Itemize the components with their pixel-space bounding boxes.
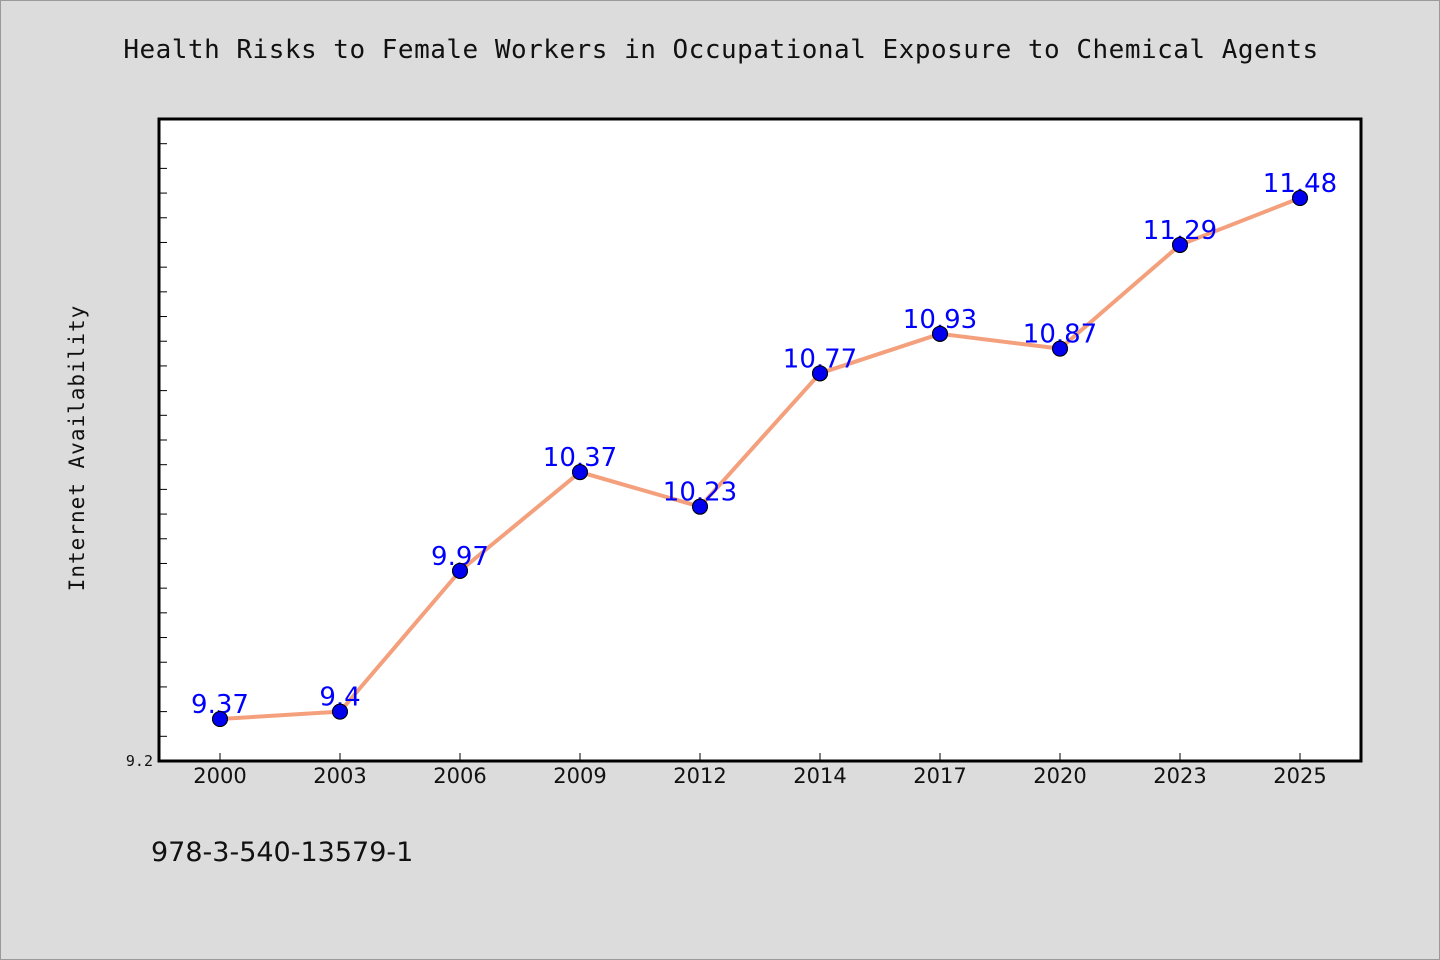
series-line — [219, 196, 1301, 722]
x-tick-label: 2025 — [1273, 764, 1326, 788]
data-point-overlay — [1292, 190, 1308, 207]
x-tick-label: 2000 — [193, 764, 246, 788]
y-tick-label: 9.2 — [126, 752, 153, 770]
x-tick-label: 2017 — [913, 764, 966, 788]
data-point-overlay — [812, 365, 828, 382]
x-axis: 2000 2003 2006 2009 2012 2014 2017 2020 2023 2025 — [193, 753, 1327, 788]
y-axis-label: Internet Availability — [65, 305, 89, 592]
data-point-overlay — [332, 703, 348, 720]
chart-title: Health Risks to Female Workers in Occupa… — [123, 35, 1319, 65]
data-point-overlay — [692, 498, 708, 515]
data-point-overlay — [452, 562, 468, 579]
data-point-overlay — [1172, 236, 1188, 253]
data-point-overlay — [212, 711, 228, 728]
x-tick-label: 2023 — [1153, 764, 1206, 788]
x-tick-label: 2012 — [673, 764, 726, 788]
footer-isbn: 978-3-540-13579-1 — [151, 837, 414, 868]
data-point-overlay — [932, 325, 948, 342]
x-tick-label: 2009 — [553, 764, 606, 788]
x-tick-label: 2003 — [313, 764, 366, 788]
x-tick-label: 2006 — [433, 764, 486, 788]
x-tick-label: 2020 — [1033, 764, 1086, 788]
data-point-overlay — [1052, 340, 1068, 357]
y-axis: 9.2 — [126, 143, 167, 770]
data-point-overlay — [572, 464, 588, 481]
x-tick-label: 2014 — [793, 764, 846, 788]
